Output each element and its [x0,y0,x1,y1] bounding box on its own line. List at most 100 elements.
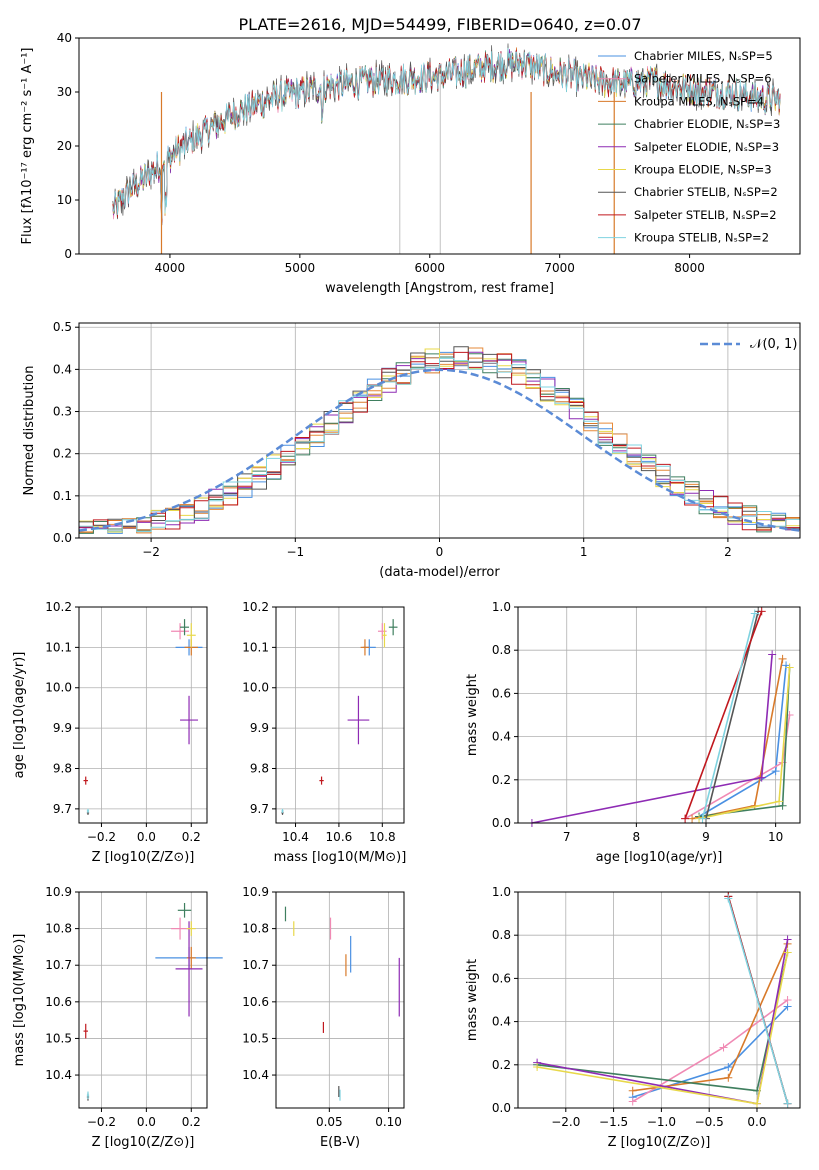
y-tick-label: 0.6 [492,971,511,985]
y-tick-label: 0.1 [53,489,72,503]
data-point [171,623,190,640]
weight-line [684,611,763,819]
x-tick-label: 10.6 [326,830,353,844]
data-point [86,808,90,813]
data-point [186,921,196,936]
legend-label: Kroupa ELODIE, NₛSP=3 [634,163,772,177]
x-tick-label: 5000 [285,261,316,275]
legend-label: Salpeter MILES, NₛSP=6 [634,72,772,86]
x-tick-label: 8000 [674,261,705,275]
data-point [388,619,398,636]
normal-curve [78,368,801,532]
data-point [175,921,203,1017]
histogram-step [79,357,800,532]
spectrum-line [112,47,781,219]
weight-marker [778,654,787,663]
mass-vs-ebv-panel: 0.05 0.10 10.4 10.5 10.6 10.7 10.8 10.9 E(B-V) [242,885,405,1150]
x-tick-label: −1.0 [647,1115,676,1129]
weight-marker [724,894,733,903]
y-tick-label: 0.3 [53,405,72,419]
weight-marker [771,767,780,776]
x-axis-label: Z [log10(Z/Z⊙)] [92,850,195,865]
y-axis-label: mass weight [465,959,480,1041]
axes-frame [275,606,405,824]
y-tick-label: 9.7 [250,802,269,816]
axes-frame [275,891,405,1109]
legend-label: Chabrier STELIB, NₛSP=2 [634,185,778,199]
weight-marker [757,607,766,616]
y-tick-label: 10.9 [45,885,72,899]
x-tick-label: 10 [768,830,783,844]
data-point [382,623,387,648]
weight-vs-age-panel: 7 8 9 10 0.0 0.2 0.4 0.6 0.8 1.0 age [log10(age/yr… [465,600,801,865]
weight-marker [688,814,697,823]
y-tick-label: 0.0 [492,1101,511,1115]
weight-marker [628,1086,637,1095]
y-tick-label: 10.1 [45,640,72,654]
plot-area [281,619,398,815]
x-tick-label: 10.4 [282,830,309,844]
legend-label: Chabrier ELODIE, NₛSP=3 [634,117,780,131]
y-tick-label: 9.8 [250,761,269,775]
x-tick-label: −2 [142,545,160,559]
weight-marker [785,663,794,672]
x-tick-label: 0.10 [375,1115,402,1129]
weight-marker [783,1099,792,1108]
weight-marker [724,1062,733,1071]
data-point [180,695,199,745]
axes-frame [517,606,801,824]
data-point [186,623,196,648]
weight-marker [533,1062,542,1071]
x-tick-label: 4000 [155,261,186,275]
legend-label: Kroupa STELIB, NₛSP=2 [634,231,769,245]
weight-marker [775,797,784,806]
plot-area [284,906,400,1101]
legend-label: Chabrier MILES, NₛSP=5 [634,49,773,63]
y-tick-label: 10.5 [242,1031,269,1045]
x-axis-label: age [log10(age/yr)] [596,850,723,865]
histogram-step [79,348,800,533]
x-tick-label: −1 [286,545,304,559]
x-tick-label: 6000 [414,261,445,275]
data-point [186,946,196,969]
data-point [86,1091,90,1099]
x-tick-label: 9 [702,830,710,844]
y-tick-label: 0.2 [492,773,511,787]
x-tick-label: 8 [633,830,641,844]
weight-marker [778,801,787,810]
x-tick-label: −0.5 [695,1115,724,1129]
x-axis-label: Z [log10(Z/Z⊙)] [608,1135,711,1150]
x-tick-label: −1.5 [599,1115,628,1129]
residuals-panel: −2 −1 0 1 2 0.0 0.1 0.2 0.3 0.4 0.5 (data-model)/er… [22,320,801,580]
axes-frame [517,891,801,1109]
legend-label: Kroupa MILES, NₛSP=4 [634,94,764,108]
data-point [281,808,284,813]
y-tick-label: 0.5 [53,320,72,334]
weight-marker [782,661,791,670]
weight-vs-Z-panel: −2.0 −1.5 −1.0 −0.5 0.0 0.0 0.2 0.4 0.6 0.8 1.0 Z [… [465,885,801,1150]
y-tick-label: 10.1 [242,640,269,654]
y-tick-label: 10.4 [242,1068,269,1082]
x-tick-label: 0.2 [182,830,201,844]
weight-marker [783,935,792,944]
y-tick-label: 9.8 [53,761,72,775]
x-tick-label: 0 [436,545,444,559]
x-axis-label: (data-model)/error [379,565,500,580]
y-tick-label: 0.6 [492,686,511,700]
y-tick-label: 1.0 [492,600,511,614]
data-point [83,776,88,785]
y-tick-label: 10.8 [242,922,269,936]
y-tick-label: 10.7 [45,958,72,972]
y-tick-label: 40 [57,31,72,45]
weight-marker [783,948,792,957]
x-tick-label: 7000 [544,261,575,275]
legend-label: 𝒩(0, 1) [750,337,797,352]
y-axis-label: age [log10(age/yr)] [12,652,27,779]
data-point [319,776,324,785]
weight-marker [757,773,766,782]
y-tick-label: 0.2 [53,447,72,461]
plot-area [533,892,792,1108]
y-axis-label: Normed distribution [22,366,37,496]
weight-line [701,613,756,819]
y-tick-label: 0.4 [492,730,511,744]
